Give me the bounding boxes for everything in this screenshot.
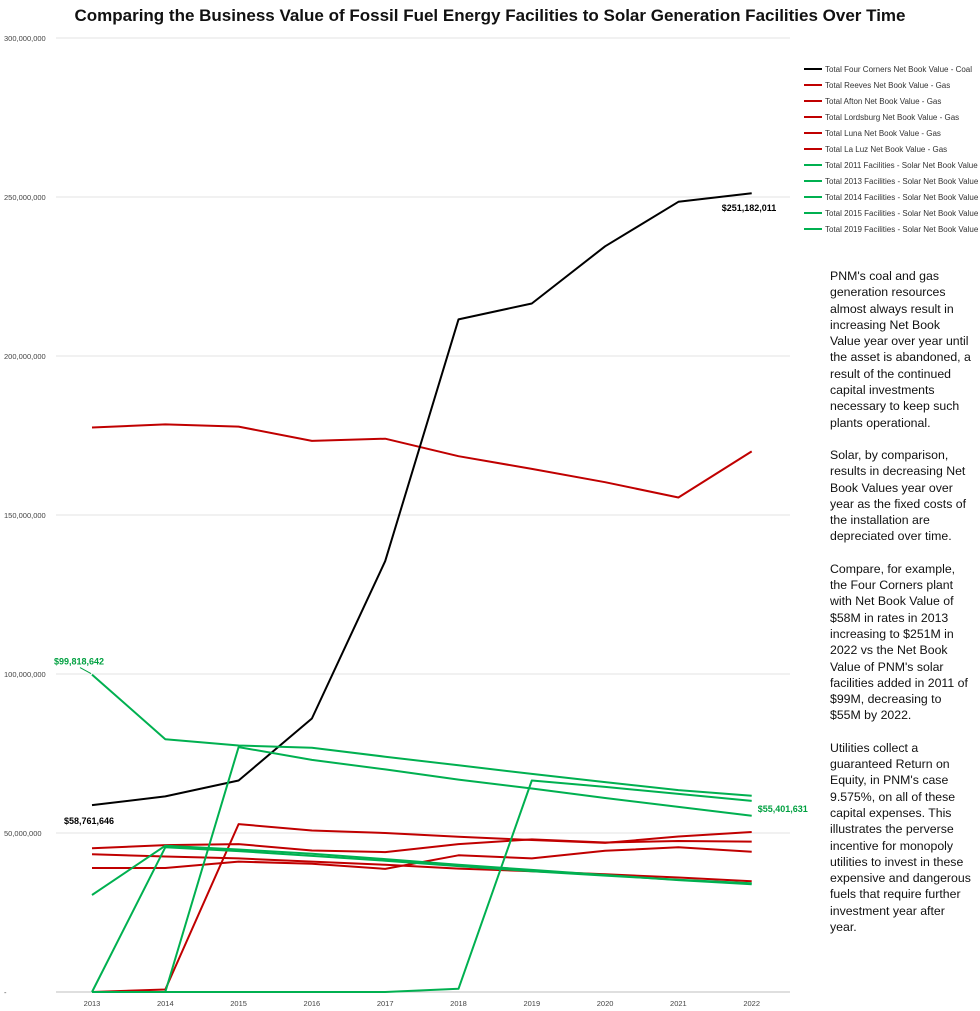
data-label: $99,818,642 [54, 657, 104, 667]
legend-swatch [804, 132, 822, 134]
legend-swatch [804, 228, 822, 230]
legend-label: Total 2015 Facilities - Solar Net Book V… [825, 208, 979, 218]
series-line [91, 673, 752, 797]
legend-swatch [804, 196, 822, 198]
legend-swatch [804, 68, 822, 70]
legend-label: Total Four Corners Net Book Value - Coal [825, 64, 973, 74]
legend-item: Total 2014 Facilities - Solar Net Book V… [804, 189, 980, 205]
x-tick-label: 2014 [157, 999, 174, 1008]
x-axis: 2013 2014 2015 2016 2017 2018 2019 2020 2021 2022 [84, 999, 760, 1008]
x-tick-label: 2016 [304, 999, 321, 1008]
gridlines [56, 37, 790, 993]
series-line [91, 838, 752, 854]
data-label: $58,761,646 [64, 816, 114, 826]
series-line [92, 746, 752, 993]
legend-label: Total 2019 Facilities - Solar Net Book V… [825, 224, 979, 234]
legend-label: Total Lordsburg Net Book Value - Gas [825, 112, 960, 122]
legend: Total Four Corners Net Book Value - Coal… [804, 61, 980, 237]
legend-item: Total Lordsburg Net Book Value - Gas [804, 109, 980, 125]
series-lines [91, 192, 753, 993]
legend-swatch [804, 180, 822, 182]
x-tick-label: 2015 [230, 999, 247, 1008]
y-tick-label: 300,000,000 [4, 34, 46, 43]
y-tick-label: 50,000,000 [4, 829, 42, 838]
y-axis: - 50,000,000 100,000,000 150,000,000 200,000… [4, 34, 46, 997]
y-tick-label: 250,000,000 [4, 193, 46, 202]
x-tick-label: 2020 [597, 999, 614, 1008]
x-tick-label: 2021 [670, 999, 687, 1008]
legend-item: Total 2011 Facilities - Solar Net Book V… [804, 157, 980, 173]
data-labels: $251,182,011 $58,761,646 $99,818,642 $55,40… [54, 203, 808, 826]
chart-title: Comparing the Business Value of Fossil F… [74, 6, 906, 25]
data-label: $251,182,011 [722, 203, 777, 213]
legend-swatch [804, 212, 822, 214]
legend-item: Total 2015 Facilities - Solar Net Book V… [804, 205, 980, 221]
x-tick-label: 2019 [523, 999, 540, 1008]
x-tick-label: 2017 [377, 999, 394, 1008]
legend-item: Total Reeves Net Book Value - Gas [804, 77, 980, 93]
legend-label: Total Luna Net Book Value - Gas [825, 128, 941, 138]
series-line [91, 192, 752, 807]
legend-label: Total Reeves Net Book Value - Gas [825, 80, 951, 90]
series-line [91, 853, 752, 883]
legend-swatch [804, 84, 822, 86]
legend-item: Total Luna Net Book Value - Gas [804, 125, 980, 141]
x-tick-label: 2018 [450, 999, 467, 1008]
y-tick-label: - [4, 988, 7, 997]
data-label-leader [79, 667, 92, 675]
legend-label: Total 2013 Facilities - Solar Net Book V… [825, 176, 979, 186]
y-tick-label: 150,000,000 [4, 511, 46, 520]
legend-swatch [804, 164, 822, 166]
legend-item: Total 2019 Facilities - Solar Net Book V… [804, 221, 980, 237]
legend-item: Total La Luz Net Book Value - Gas [804, 141, 980, 157]
legend-label: Total La Luz Net Book Value - Gas [825, 144, 948, 154]
legend-swatch [804, 148, 822, 150]
legend-item: Total Four Corners Net Book Value - Coal [804, 61, 980, 77]
legend-label: Total Afton Net Book Value - Gas [825, 96, 942, 106]
x-tick-label: 2013 [84, 999, 101, 1008]
data-label: $55,401,631 [758, 804, 808, 814]
series-line [92, 779, 752, 993]
commentary-paragraph: Utilities collect a guaranteed Return on… [830, 740, 971, 934]
commentary-paragraph: Compare, for example, the Four Corners p… [830, 561, 968, 723]
legend-label: Total 2011 Facilities - Solar Net Book V… [825, 160, 978, 170]
commentary-paragraph: PNM's coal and gas generation resources … [830, 269, 971, 430]
series-line [91, 844, 752, 896]
legend-label: Total 2014 Facilities - Solar Net Book V… [825, 192, 979, 202]
legend-item: Total 2013 Facilities - Solar Net Book V… [804, 173, 980, 189]
y-tick-label: 100,000,000 [4, 670, 46, 679]
commentary-paragraph: Solar, by comparison, results in decreas… [830, 447, 967, 544]
series-line [91, 846, 752, 993]
series-line [91, 823, 752, 993]
y-tick-label: 200,000,000 [4, 352, 46, 361]
x-tick-label: 2022 [743, 999, 760, 1008]
legend-swatch [804, 116, 822, 118]
series-line [91, 423, 753, 499]
commentary-text: PNM's coal and gas generation resources … [830, 268, 972, 951]
legend-swatch [804, 100, 822, 102]
legend-item: Total Afton Net Book Value - Gas [804, 93, 980, 109]
